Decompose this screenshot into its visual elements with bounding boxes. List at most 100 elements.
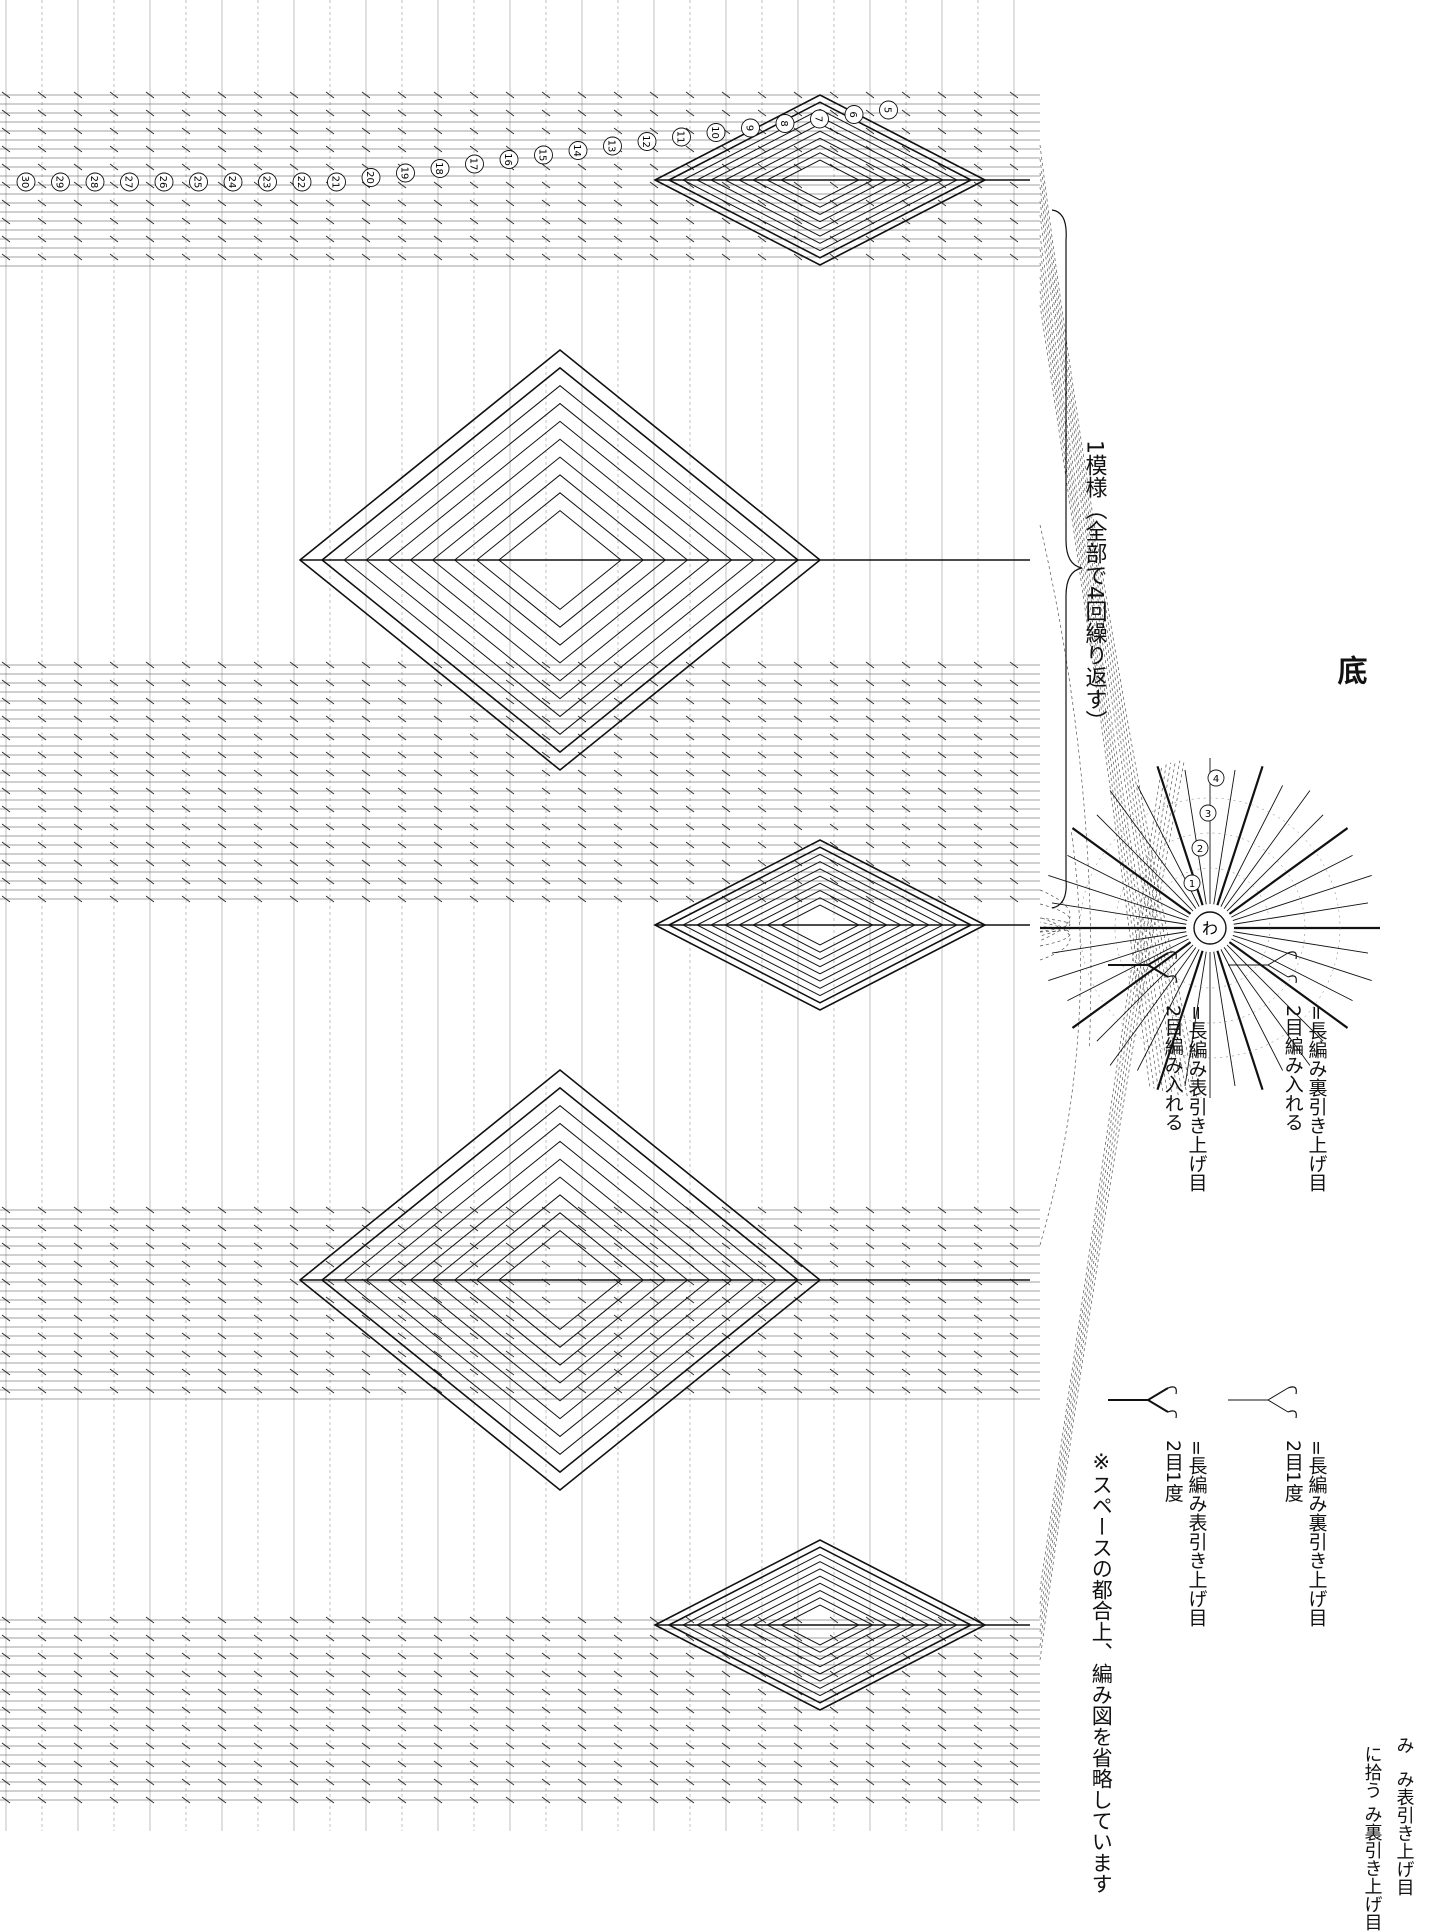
stitch-mark bbox=[109, 877, 119, 885]
stitch-mark bbox=[37, 91, 47, 99]
spoke-stitch bbox=[1067, 854, 1189, 918]
stitch-mark bbox=[253, 1634, 263, 1642]
stitch-mark bbox=[829, 841, 839, 849]
stitch-mark bbox=[793, 679, 803, 687]
stitch-mark bbox=[253, 1778, 263, 1786]
stitch-mark bbox=[649, 235, 659, 243]
stitch-mark bbox=[397, 661, 407, 669]
stitch-mark bbox=[181, 1796, 191, 1804]
stitch-mark bbox=[865, 1260, 875, 1268]
stitch-mark bbox=[289, 235, 299, 243]
stitch-mark bbox=[433, 787, 443, 795]
legend-line1: =長編み表引き上げ目 bbox=[1185, 1440, 1208, 1627]
partial-text: み bbox=[1393, 1736, 1415, 1754]
stitch-mark bbox=[901, 1350, 911, 1358]
stitch-mark bbox=[829, 1742, 839, 1750]
stitch-mark bbox=[37, 1242, 47, 1250]
stitch-mark bbox=[37, 217, 47, 225]
stitch-mark bbox=[1009, 1706, 1019, 1714]
stitch-mark bbox=[1, 1688, 11, 1696]
stitch-mark bbox=[253, 697, 263, 705]
stitch-mark bbox=[253, 769, 263, 777]
stitch-mark bbox=[397, 679, 407, 687]
stitch-mark bbox=[721, 1242, 731, 1250]
connection-line bbox=[1039, 761, 1176, 1633]
stitch-mark bbox=[577, 1706, 587, 1714]
stitch-mark bbox=[685, 805, 695, 813]
stitch-mark bbox=[613, 253, 623, 261]
stitch-mark bbox=[361, 253, 371, 261]
stitch-mark bbox=[577, 91, 587, 99]
stitch-mark bbox=[505, 751, 515, 759]
connection-line bbox=[1039, 829, 1081, 1246]
stitch-mark bbox=[757, 1760, 767, 1768]
stitch-mark bbox=[649, 1742, 659, 1750]
stitch-mark bbox=[289, 805, 299, 813]
stitch-mark bbox=[325, 1778, 335, 1786]
stitch-mark bbox=[757, 235, 767, 243]
stitch-mark bbox=[37, 1368, 47, 1376]
stitch-mark bbox=[613, 805, 623, 813]
stitch-mark bbox=[181, 1278, 191, 1286]
stitch-mark bbox=[757, 1778, 767, 1786]
stitch-mark bbox=[505, 1616, 515, 1624]
stitch-mark bbox=[253, 235, 263, 243]
stitch-mark bbox=[217, 661, 227, 669]
stitch-mark bbox=[145, 181, 155, 189]
stitch-mark bbox=[361, 1724, 371, 1732]
stitch-mark bbox=[757, 661, 767, 669]
stitch-mark bbox=[289, 787, 299, 795]
stitch-mark bbox=[685, 163, 695, 171]
stitch-mark bbox=[397, 1616, 407, 1624]
stitch-mark bbox=[865, 1724, 875, 1732]
stitch-mark bbox=[1009, 1224, 1019, 1232]
stitch-mark bbox=[865, 1796, 875, 1804]
stitch-mark bbox=[109, 217, 119, 225]
stitch-mark bbox=[397, 1296, 407, 1304]
connection-line bbox=[1039, 248, 1168, 1093]
stitch-mark bbox=[145, 1350, 155, 1358]
stitch-mark bbox=[217, 235, 227, 243]
stitch-mark bbox=[397, 1206, 407, 1214]
stitch-mark bbox=[361, 679, 371, 687]
stitch-mark bbox=[145, 253, 155, 261]
stitch-mark bbox=[829, 877, 839, 885]
stitch-mark bbox=[73, 1260, 83, 1268]
stitch-mark bbox=[37, 1386, 47, 1394]
stitch-mark bbox=[829, 697, 839, 705]
stitch-mark bbox=[181, 1368, 191, 1376]
stitch-mark bbox=[721, 751, 731, 759]
stitch-mark bbox=[1009, 769, 1019, 777]
stitch-mark bbox=[73, 163, 83, 171]
stitch-mark bbox=[361, 1260, 371, 1268]
stitch-mark bbox=[361, 235, 371, 243]
stitch-mark bbox=[73, 679, 83, 687]
stitch-mark bbox=[973, 1350, 983, 1358]
stitch-mark bbox=[901, 1742, 911, 1750]
stitch-mark bbox=[793, 1242, 803, 1250]
stitch-mark bbox=[181, 217, 191, 225]
stitch-mark bbox=[937, 751, 947, 759]
stitch-mark bbox=[37, 1778, 47, 1786]
stitch-mark bbox=[577, 1670, 587, 1678]
stitch-mark bbox=[1009, 1260, 1019, 1268]
row-number-circle bbox=[396, 163, 415, 183]
stitch-mark bbox=[865, 895, 875, 903]
stitch-mark bbox=[469, 895, 479, 903]
stitch-mark bbox=[73, 1332, 83, 1340]
stitch-mark bbox=[973, 769, 983, 777]
stitch-mark bbox=[901, 253, 911, 261]
stitch-mark bbox=[541, 1652, 551, 1660]
stitch-mark bbox=[361, 751, 371, 759]
stitch-mark bbox=[217, 1742, 227, 1750]
stitch-mark bbox=[541, 787, 551, 795]
stitch-mark bbox=[181, 1724, 191, 1732]
stitch-mark bbox=[289, 1260, 299, 1268]
stitch-mark bbox=[181, 91, 191, 99]
stitch-mark bbox=[433, 1332, 443, 1340]
stitch-mark bbox=[361, 859, 371, 867]
stitch-mark bbox=[541, 1796, 551, 1804]
stitch-mark bbox=[217, 1296, 227, 1304]
stitch-mark bbox=[253, 841, 263, 849]
stitch-mark bbox=[613, 787, 623, 795]
